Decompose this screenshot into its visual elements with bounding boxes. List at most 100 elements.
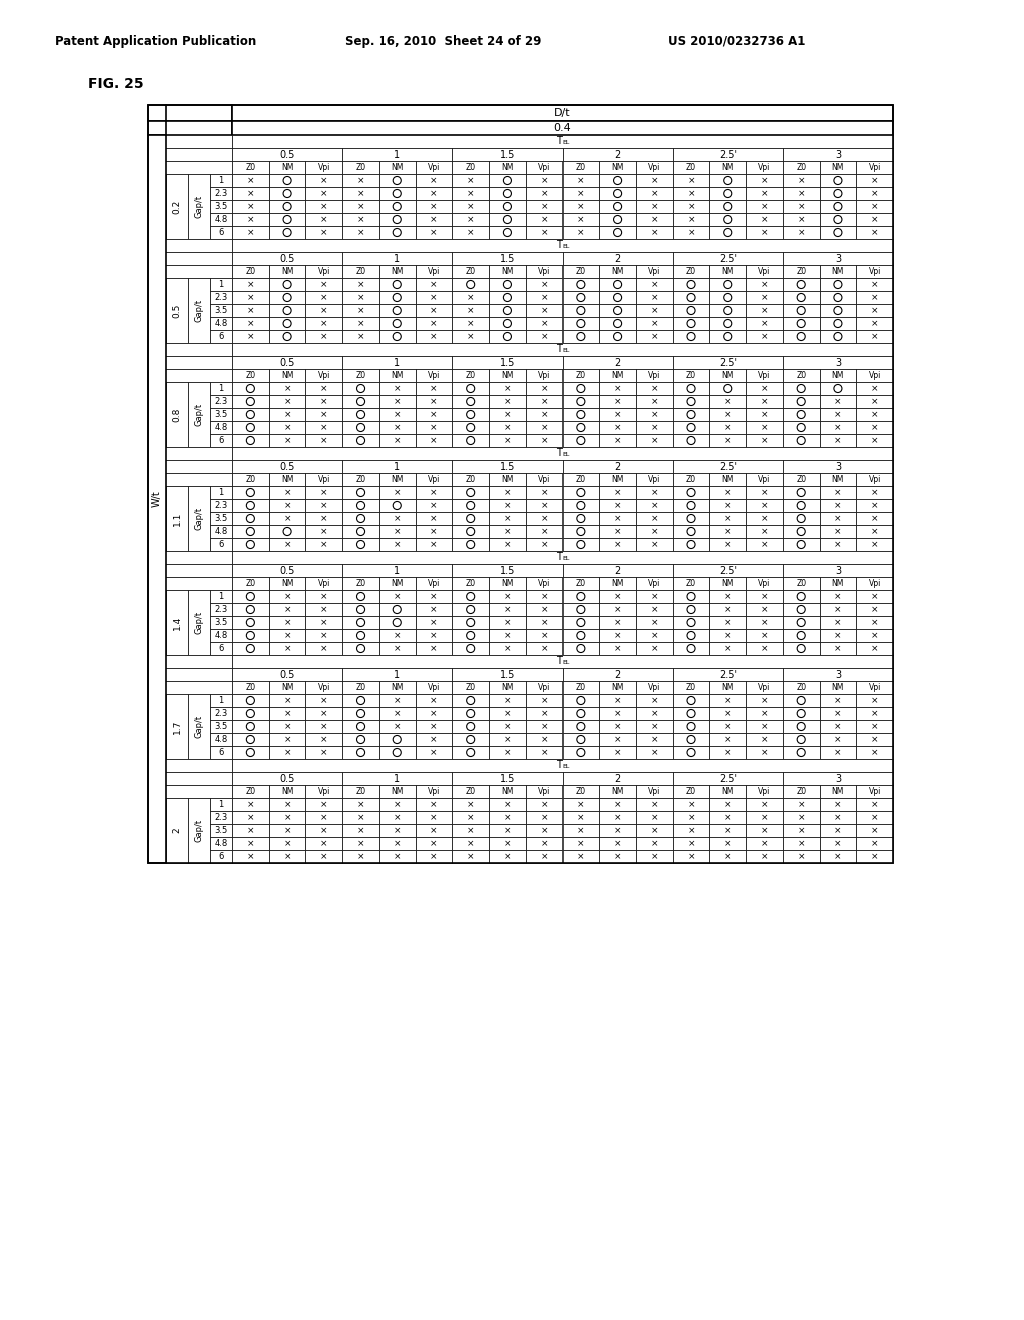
Bar: [673, 317, 710, 330]
Text: ×: ×: [321, 293, 328, 302]
Bar: [562, 512, 599, 525]
Bar: [453, 370, 489, 381]
Bar: [379, 174, 416, 187]
Bar: [562, 642, 599, 655]
Text: ×: ×: [321, 722, 328, 731]
Bar: [453, 642, 489, 655]
Text: ×: ×: [321, 644, 328, 653]
Text: NM: NM: [611, 371, 624, 380]
Bar: [489, 577, 525, 590]
Bar: [305, 810, 342, 824]
Bar: [305, 824, 342, 837]
Text: ×: ×: [798, 813, 805, 822]
Bar: [562, 434, 599, 447]
Bar: [636, 290, 673, 304]
Bar: [148, 459, 232, 473]
Text: ×: ×: [504, 840, 511, 847]
Bar: [416, 850, 453, 863]
Bar: [232, 408, 268, 421]
Text: ×: ×: [870, 813, 879, 822]
Bar: [710, 317, 746, 330]
Text: 1: 1: [218, 591, 223, 601]
Text: ×: ×: [541, 189, 548, 198]
Text: Gap/t: Gap/t: [195, 818, 204, 842]
Bar: [379, 733, 416, 746]
Bar: [305, 694, 342, 708]
Text: Vpi: Vpi: [648, 162, 660, 172]
Text: Z0: Z0: [355, 475, 366, 484]
Text: ×: ×: [613, 618, 622, 627]
Bar: [379, 539, 416, 550]
Text: ×: ×: [541, 397, 548, 407]
Bar: [379, 525, 416, 539]
Bar: [489, 473, 525, 486]
Text: ×: ×: [356, 215, 365, 224]
Bar: [416, 525, 453, 539]
Bar: [746, 708, 782, 719]
Bar: [636, 434, 673, 447]
Bar: [782, 356, 893, 370]
Bar: [232, 655, 893, 668]
Bar: [379, 486, 416, 499]
Bar: [453, 837, 489, 850]
Text: ×: ×: [321, 513, 328, 523]
Bar: [525, 226, 562, 239]
Bar: [782, 590, 819, 603]
Text: ×: ×: [430, 527, 437, 536]
Text: 6: 6: [218, 540, 223, 549]
Bar: [210, 213, 232, 226]
Text: Z0: Z0: [466, 787, 476, 796]
Text: ×: ×: [724, 397, 731, 407]
Bar: [148, 447, 232, 459]
Text: ×: ×: [541, 411, 548, 418]
Text: ×: ×: [430, 696, 437, 705]
Text: 1: 1: [394, 774, 400, 784]
Bar: [819, 265, 856, 279]
Text: ×: ×: [687, 840, 694, 847]
Bar: [710, 174, 746, 187]
Text: ×: ×: [613, 436, 622, 445]
Text: ×: ×: [321, 215, 328, 224]
Text: Vpi: Vpi: [648, 682, 660, 692]
Bar: [342, 395, 379, 408]
Text: NM: NM: [501, 787, 514, 796]
Text: ×: ×: [247, 280, 254, 289]
Bar: [453, 252, 562, 265]
Text: ×: ×: [467, 333, 474, 341]
Bar: [268, 174, 305, 187]
Bar: [305, 577, 342, 590]
Bar: [673, 486, 710, 499]
Text: ×: ×: [321, 411, 328, 418]
Bar: [636, 395, 673, 408]
Text: ×: ×: [761, 502, 768, 510]
Bar: [599, 279, 636, 290]
Text: ×: ×: [870, 306, 879, 315]
Text: Z0: Z0: [355, 787, 366, 796]
Text: ×: ×: [284, 591, 291, 601]
Bar: [562, 356, 673, 370]
Bar: [746, 810, 782, 824]
Text: Z0: Z0: [686, 267, 696, 276]
Bar: [379, 746, 416, 759]
Text: ×: ×: [321, 851, 328, 861]
Bar: [746, 370, 782, 381]
Text: ×: ×: [870, 644, 879, 653]
Text: ×: ×: [650, 189, 658, 198]
Text: ×: ×: [613, 722, 622, 731]
Bar: [746, 395, 782, 408]
Bar: [268, 187, 305, 201]
Text: ×: ×: [650, 605, 658, 614]
Bar: [232, 201, 268, 213]
Bar: [305, 785, 342, 799]
Bar: [305, 304, 342, 317]
Bar: [819, 746, 856, 759]
Bar: [379, 370, 416, 381]
Text: Z0: Z0: [796, 162, 806, 172]
Bar: [148, 668, 232, 681]
Bar: [856, 746, 893, 759]
Text: Gap/t: Gap/t: [195, 403, 204, 426]
Bar: [562, 408, 599, 421]
Text: ×: ×: [870, 280, 879, 289]
Text: 0.5: 0.5: [280, 253, 295, 264]
Bar: [746, 279, 782, 290]
